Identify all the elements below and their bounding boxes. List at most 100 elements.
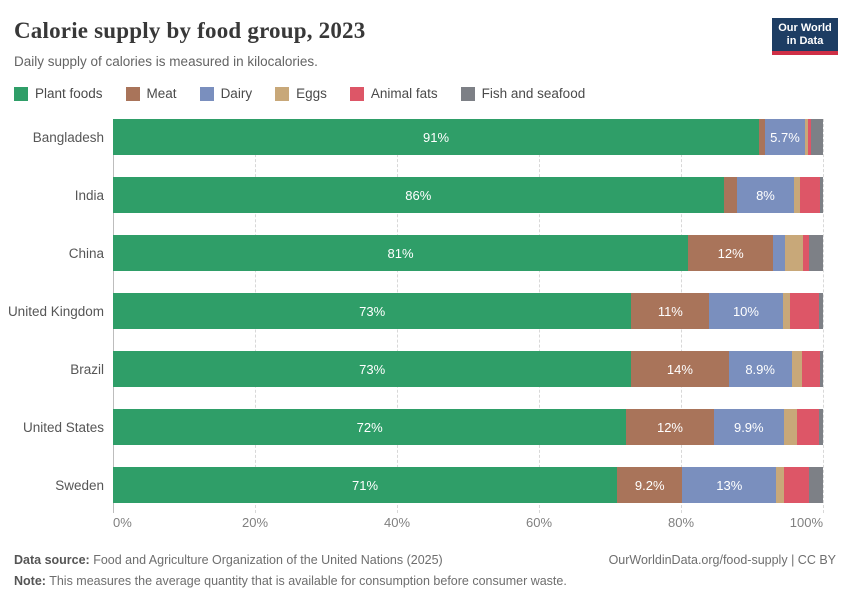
bar-segment-dairy-brazil[interactable]: 8.9% [728,351,792,387]
owid-logo[interactable]: Our World in Data [772,18,838,55]
bar-segment-plant-foods-sweden[interactable]: 71% [113,467,618,503]
bar-segment-animal-fats-india[interactable] [799,177,821,213]
bar-segment-animal-fats-sweden[interactable] [783,467,809,503]
legend-swatch-icon [14,86,28,101]
legend-item-eggs[interactable]: Eggs [275,86,327,101]
legend-swatch-icon [199,86,214,101]
bar-row-sweden: 71% 9.2% 13% [113,467,823,503]
data-source-value: Food and Agriculture Organization of the… [89,553,443,567]
bar-segment-fish-and-seafood-united-states[interactable] [818,409,823,445]
legend-item-meat[interactable]: Meat [125,86,177,101]
bar-segment-meat-united-states[interactable]: 12% [626,409,714,445]
bar-segment-animal-fats-united-states[interactable] [797,409,819,445]
x-axis-tick-80%: 80% [667,515,695,530]
bar-segment-animal-fats-united-kingdom[interactable] [789,293,819,329]
legend-item-fish-and-seafood[interactable]: Fish and seafood [460,86,586,101]
bar-row-brazil: 73% 14% 8.9% [113,351,823,387]
bar-row-china: 81% 12% [113,235,823,271]
owid-logo-line2: in Data [786,35,824,47]
bar-segment-meat-brazil[interactable]: 14% [631,351,729,387]
page-title: Calorie supply by food group, 2023 [14,18,366,43]
country-label-bangladesh: Bangladesh [32,129,104,145]
bar-segment-meat-bangladesh[interactable] [759,119,765,155]
bar-value-label: 73% [359,361,386,377]
country-label-india: India [74,187,104,203]
data-source-label: Data source: [14,553,90,567]
bar-row-united-kingdom: 73% 11% 10% [113,293,823,329]
bar-segment-eggs-india[interactable] [793,177,800,213]
legend-label: Animal fats [370,86,438,101]
bar-value-label: 73% [359,303,386,319]
bar-segment-plant-foods-united-kingdom[interactable]: 73% [113,293,632,329]
bar-segment-dairy-united-kingdom[interactable]: 10% [709,293,783,329]
bar-value-label: 11% [657,303,683,319]
note-label: Note: [14,574,46,588]
category-labels-column: Bangladesh India China United Kingdom Brazil… [7,119,113,503]
bar-segment-dairy-bangladesh[interactable]: 5.7% [764,119,806,155]
bar-segment-fish-and-seafood-india[interactable] [820,177,823,213]
bar-value-label: 8.9% [745,361,775,377]
bar-value-label: 86% [405,187,432,203]
bar-row-bangladesh: 91% 5.7% [113,119,823,155]
country-label-united-kingdom: United Kingdom [7,303,104,319]
bar-segment-plant-foods-bangladesh[interactable]: 91% [113,119,760,155]
bar-value-label: 13% [716,477,743,493]
bar-segment-fish-and-seafood-brazil[interactable] [820,351,823,387]
bar-value-label: 12% [717,245,744,261]
bar-segment-eggs-bangladesh[interactable] [805,119,809,155]
x-axis-tick-60%: 60% [525,515,553,530]
bar-value-label: 10% [732,303,759,319]
bar-segment-eggs-china[interactable] [784,235,804,271]
data-source-text: Data source: Food and Agriculture Organi… [14,553,443,567]
legend-item-plant-foods[interactable]: Plant foods [14,86,103,101]
legend-label: Dairy [220,86,253,101]
bar-segment-fish-and-seafood-united-kingdom[interactable] [818,293,823,329]
chart-footer: Data source: Food and Agriculture Organi… [14,553,836,588]
legend-swatch-icon [125,86,140,101]
bar-segment-meat-china[interactable]: 12% [688,235,774,271]
bar-segment-animal-fats-bangladesh[interactable] [808,119,811,155]
country-label-united-states: United States [22,419,104,435]
legend-item-dairy[interactable]: Dairy [199,86,253,101]
bar-segment-dairy-china[interactable] [773,235,785,271]
bar-segment-dairy-sweden[interactable]: 13% [682,467,777,503]
gridline-100% [823,119,824,513]
legend-item-animal-fats[interactable]: Animal fats [349,86,438,101]
bar-segment-meat-sweden[interactable]: 9.2% [617,467,683,503]
bar-segment-dairy-united-states[interactable]: 9.9% [713,409,784,445]
bar-segment-plant-foods-india[interactable]: 86% [113,177,724,213]
bar-segment-fish-and-seafood-china[interactable] [809,235,823,271]
plot-area: 91% 5.7% 86% 8% 81% 12% 73% 11% 10% 73% 14% 8.9% 72%… [113,119,824,513]
footer-right: OurWorldinData.org/food-supply | CC BY [609,553,836,567]
bar-segment-meat-united-kingdom[interactable]: 11% [631,293,710,329]
bar-segment-fish-and-seafood-bangladesh[interactable] [810,119,823,155]
bar-value-label: 5.7% [770,129,800,145]
footer-source-line: Data source: Food and Agriculture Organi… [14,553,836,567]
bar-segment-eggs-brazil[interactable] [791,351,802,387]
bar-row-united-states: 72% 12% 9.9% [113,409,823,445]
bar-value-label: 9.2% [634,477,665,493]
country-label-brazil: Brazil [70,361,104,377]
legend: Plant foods Meat Dairy Eggs Animal fats Fish … [14,86,836,101]
bar-segment-dairy-india[interactable]: 8% [737,177,794,213]
bar-segment-eggs-united-states[interactable] [783,409,798,445]
bar-segment-plant-foods-brazil[interactable]: 73% [113,351,632,387]
country-label-china: China [68,245,104,261]
bar-value-label: 9.9% [733,419,764,435]
legend-swatch-icon [349,86,364,101]
bar-segment-plant-foods-united-states[interactable]: 72% [113,409,627,445]
bar-value-label: 72% [356,419,383,435]
bar-segment-eggs-sweden[interactable] [776,467,784,503]
legend-label: Fish and seafood [481,86,586,101]
owid-url-link[interactable]: OurWorldinData.org/food-supply [608,553,788,567]
x-axis: 0% 20% 40% 60% 80% 100% [113,515,823,537]
bar-segment-animal-fats-brazil[interactable] [801,351,821,387]
owid-logo-line1: Our World [778,22,832,34]
country-label-sweden: Sweden [55,477,104,493]
bar-segment-eggs-united-kingdom[interactable] [782,293,790,329]
bar-segment-meat-india[interactable] [723,177,738,213]
bar-segment-fish-and-seafood-sweden[interactable] [808,467,823,503]
bar-segment-animal-fats-china[interactable] [803,235,810,271]
bar-segment-plant-foods-china[interactable]: 81% [113,235,689,271]
